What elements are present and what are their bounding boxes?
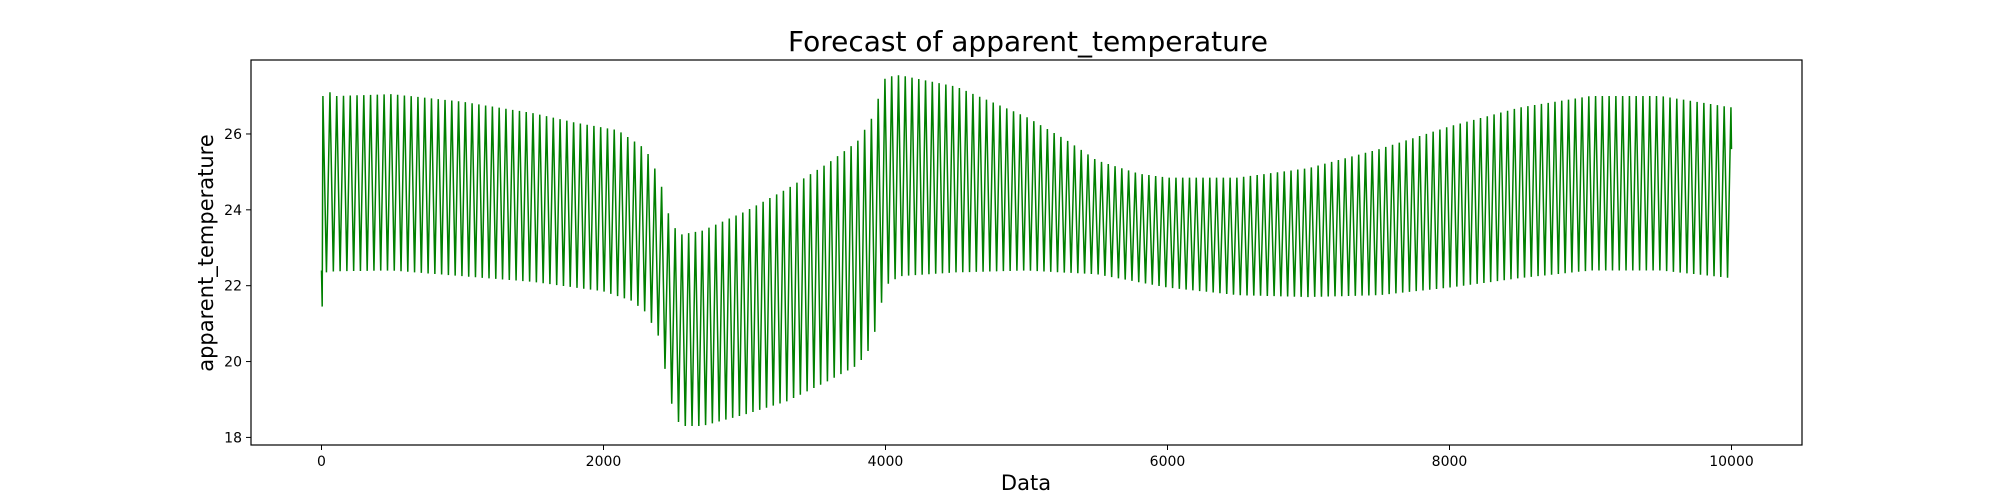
y-axis-label: apparent_temperature <box>194 134 219 372</box>
plot-area <box>320 75 1733 427</box>
y-tick-label: 20 <box>224 355 242 371</box>
x-tick-label: 8000 <box>1432 454 1468 470</box>
x-tick-label: 0 <box>317 454 326 470</box>
x-tick-label: 4000 <box>868 454 904 470</box>
y-tick-label: 18 <box>224 430 242 446</box>
x-tick-label: 10000 <box>1709 454 1754 470</box>
y-tick-label: 22 <box>224 279 242 295</box>
x-tick-label: 2000 <box>586 454 622 470</box>
y-tick-label: 24 <box>224 203 242 219</box>
y-axis: 18 20 22 24 26 <box>224 127 251 446</box>
y-tick-label: 26 <box>224 127 242 143</box>
x-axis-label: Data <box>1001 471 1051 495</box>
x-axis: 0 2000 4000 6000 8000 10000 <box>317 445 1754 470</box>
plot-frame <box>250 59 1803 446</box>
x-tick-label: 6000 <box>1150 454 1186 470</box>
chart-title: Forecast of apparent_temperature <box>788 25 1268 58</box>
series-line-apparent-temperature <box>320 75 1733 427</box>
